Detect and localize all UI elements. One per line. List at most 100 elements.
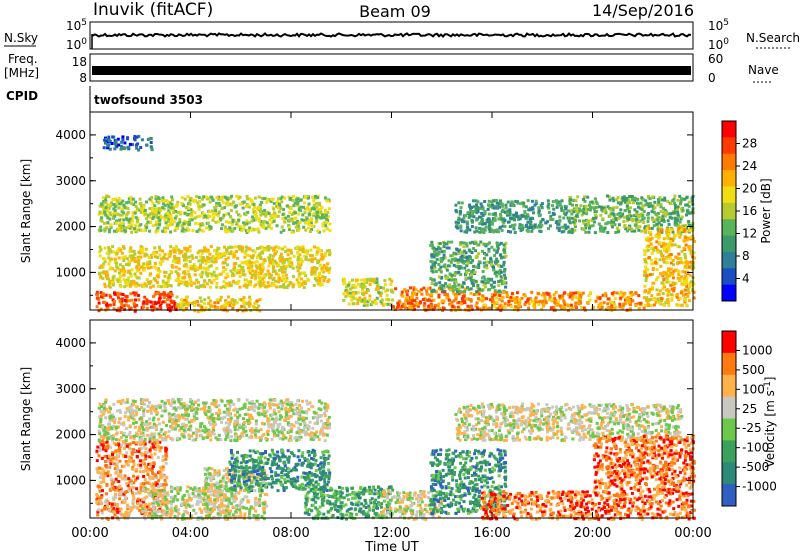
scatter-cell [165, 211, 169, 215]
scatter-cell [515, 215, 519, 218]
scatter-cell [681, 270, 685, 274]
scatter-cell [199, 255, 203, 259]
scatter-cell [514, 301, 517, 305]
scatter-cell [137, 450, 141, 454]
scatter-cell [286, 253, 290, 257]
scatter-cell [98, 210, 102, 214]
scatter-cell [430, 265, 434, 269]
scatter-cell [132, 463, 136, 466]
scatter-cell [568, 202, 572, 206]
scatter-cell [102, 474, 106, 478]
scatter-cell [103, 282, 107, 286]
scatter-cell [127, 486, 131, 490]
scatter-cell [651, 195, 655, 199]
scatter-cell [358, 296, 362, 300]
scatter-cell [647, 298, 651, 302]
scatter-cell [490, 293, 494, 297]
scatter-cell [255, 260, 259, 264]
scatter-cell [500, 299, 504, 303]
scatter-cell [495, 242, 499, 246]
scatter-cell [107, 230, 111, 234]
scatter-cell [262, 220, 266, 224]
scatter-cell [95, 449, 99, 453]
scatter-cell [133, 293, 137, 297]
scatter-cell [459, 243, 463, 247]
scatter-cell [314, 277, 317, 281]
scatter-cell [469, 299, 473, 303]
scatter-cell [564, 226, 568, 230]
scatter-cell [324, 252, 327, 255]
scatter-cell [492, 293, 496, 297]
scatter-cell [310, 257, 314, 261]
scatter-cell [175, 248, 179, 252]
scatter-cell [556, 222, 560, 226]
scatter-cell [469, 276, 473, 280]
scatter-cell [426, 298, 430, 302]
scatter-cell [568, 221, 572, 225]
scatter-cell [150, 483, 154, 487]
scatter-cell [100, 202, 104, 206]
scatter-cell [457, 201, 461, 205]
scatter-cell [225, 272, 229, 276]
scatter-cell [374, 302, 378, 305]
scatter-cell [241, 309, 245, 313]
scatter-cell [534, 300, 538, 304]
scatter-cell [229, 269, 233, 273]
scatter-cell [98, 266, 102, 270]
scatter-cell [296, 222, 300, 226]
scatter-cell [498, 279, 502, 283]
scatter-cell [659, 229, 663, 233]
scatter-cell [568, 305, 572, 309]
scatter-cell [117, 256, 121, 260]
scatter-cell [157, 495, 161, 498]
scatter-cell [454, 220, 458, 224]
scatter-cell [121, 453, 125, 457]
scatter-cell [105, 209, 109, 213]
scatter-cell [139, 488, 143, 491]
scatter-cell [502, 217, 506, 221]
scatter-cell [235, 221, 239, 225]
scatter-cell [643, 290, 647, 294]
scatter-cell [304, 255, 308, 259]
scatter-cell [526, 213, 529, 217]
scatter-cell [664, 214, 667, 218]
scatter-cell [429, 244, 433, 247]
scatter-cell [158, 506, 162, 509]
scatter-cell [225, 249, 229, 253]
scatter-cell [172, 250, 176, 254]
scatter-cell [460, 258, 464, 262]
scatter-cell [148, 207, 152, 211]
scatter-cell [102, 478, 106, 482]
scatter-cell [659, 252, 663, 256]
scatter-cell [484, 225, 488, 229]
scatter-cell [437, 263, 441, 266]
scatter-cell [210, 272, 214, 276]
scatter-cell [660, 244, 664, 248]
scatter-cell [108, 248, 112, 251]
scatter-cell [265, 221, 269, 225]
scatter-cell [577, 301, 580, 305]
scatter-cell [570, 216, 574, 220]
scatter-cell [118, 511, 122, 515]
scatter-cell [477, 292, 481, 296]
scatter-cell [501, 220, 505, 224]
scatter-cell [227, 212, 230, 216]
scatter-cell [155, 220, 158, 224]
scatter-cell [164, 457, 168, 461]
scatter-cell [283, 245, 287, 249]
scatter-cell [553, 300, 557, 304]
scatter-cell [459, 250, 463, 254]
scatter-cell [490, 277, 494, 281]
scatter-cell [679, 202, 682, 206]
scatter-cell [437, 268, 441, 272]
scatter-cell [135, 500, 139, 504]
scatter-cell [266, 281, 270, 285]
scatter-cell [118, 218, 121, 222]
scatter-cell [275, 285, 279, 289]
scatter-cell [121, 293, 125, 296]
scatter-cell [103, 210, 107, 214]
scatter-cell [151, 206, 155, 210]
scatter-cell [657, 197, 660, 201]
scatter-cell [165, 199, 169, 203]
scatter-cell [143, 254, 147, 258]
